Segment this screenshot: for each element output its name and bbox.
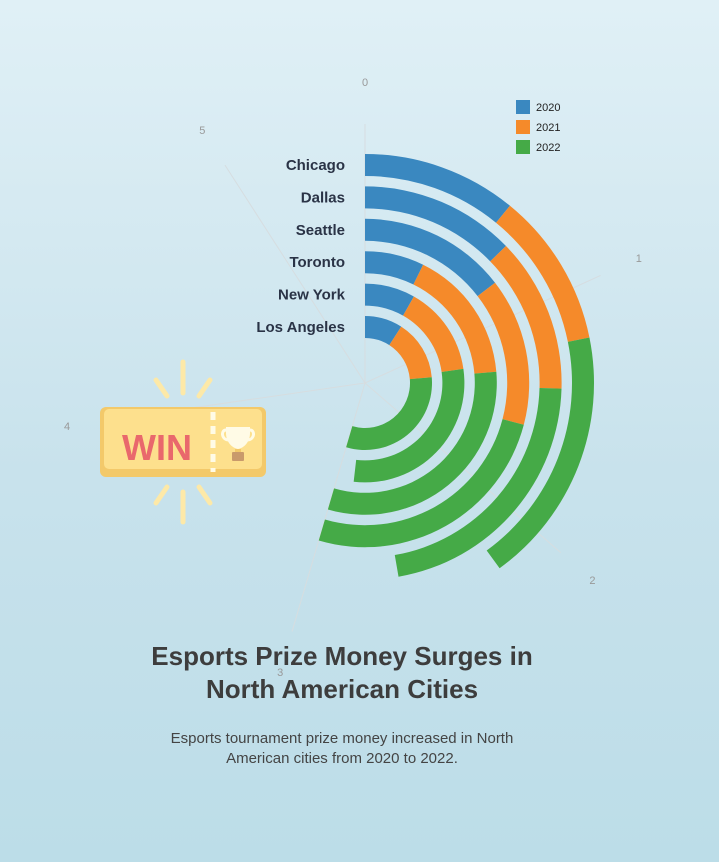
bar-segment	[365, 283, 414, 316]
bar-segment	[477, 282, 530, 425]
category-label: Seattle	[296, 222, 345, 239]
legend-label: 2022	[536, 142, 560, 154]
win-ticket-icon: WIN	[100, 359, 266, 525]
category-label: Chicago	[286, 157, 345, 174]
category-labels: Chicago Dallas Seattle Toronto New York Los A…	[256, 157, 345, 336]
legend-label: 2021	[536, 122, 560, 134]
bar-segment	[365, 154, 510, 223]
category-label: Toronto	[289, 254, 345, 271]
angular-tick-label: 5	[199, 125, 205, 137]
chart-subtitle: Esports tournament prize money increased…	[170, 730, 514, 767]
bar-segment	[490, 245, 562, 389]
bar-segment	[403, 296, 464, 372]
bar-segment	[413, 264, 497, 374]
bar-segment	[365, 218, 496, 297]
angular-tick-label: 0	[362, 77, 368, 89]
bars	[318, 154, 594, 577]
bar-segment	[394, 387, 562, 577]
legend-swatch	[516, 120, 530, 134]
bar-segment	[318, 419, 524, 548]
chart-title: Esports Prize Money Surges in North Amer…	[151, 641, 533, 704]
gridline	[291, 382, 366, 632]
bar-segment	[486, 337, 594, 569]
angular-tick-label: 1	[636, 253, 642, 265]
angular-tick-label: 3	[277, 667, 283, 679]
legend-label: 2020	[536, 102, 560, 114]
angular-tick-label: 2	[589, 575, 595, 587]
bar-segment	[365, 316, 402, 346]
bar-segment	[327, 371, 497, 515]
legend-swatch	[516, 100, 530, 114]
gridline	[224, 164, 366, 384]
bar-segment	[496, 205, 590, 342]
category-label: Los Angeles	[256, 319, 345, 336]
legend-swatch	[516, 140, 530, 154]
category-label: Dallas	[301, 189, 345, 206]
legend: 2020 2021 2022	[516, 100, 560, 154]
angular-tick-label: 4	[64, 421, 70, 433]
bar-segment	[346, 377, 432, 451]
bar-segment	[365, 186, 506, 262]
bar-segment	[353, 368, 465, 483]
win-label: WIN	[122, 427, 192, 468]
bar-segment	[389, 326, 432, 380]
category-label: New York	[278, 287, 346, 304]
angular-tick-labels: 0 1 2 3 4 5	[64, 77, 642, 679]
bar-segment	[365, 251, 424, 285]
